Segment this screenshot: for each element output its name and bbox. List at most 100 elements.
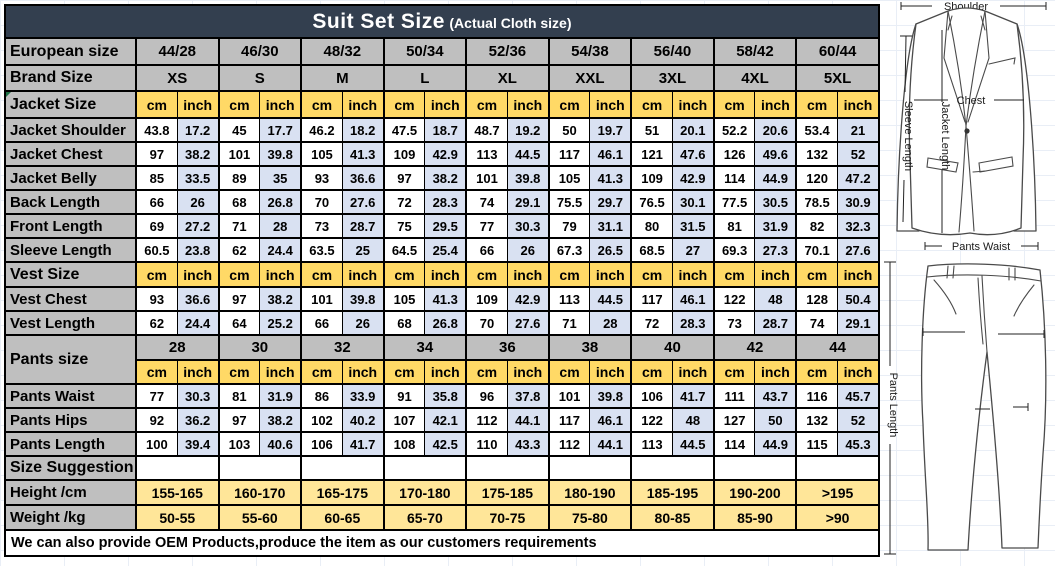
jacket-length-measure-label: Jacket Length: [939, 102, 951, 171]
unit-header-inch: inch: [589, 90, 633, 119]
size-value: 73: [712, 310, 756, 336]
size-value: 101: [547, 383, 591, 409]
size-value: 122: [630, 407, 673, 433]
size-value: 39.8: [506, 165, 550, 191]
size-header: XL: [465, 64, 550, 92]
unit-header-inch: inch: [341, 90, 385, 119]
size-value: 30.3: [176, 383, 220, 409]
suggestion-value: 60-65: [300, 504, 385, 531]
size-value: 25: [341, 237, 385, 263]
size-value: 38.2: [259, 286, 303, 312]
size-value: 52: [837, 141, 880, 167]
unit-header-inch: inch: [837, 359, 880, 385]
size-value: 31.5: [671, 213, 715, 239]
size-value: 26: [176, 189, 220, 215]
size-value: 44.9: [754, 431, 798, 457]
unit-header-inch: inch: [837, 90, 880, 119]
suggestion-value: 185-195: [630, 479, 715, 506]
size-value: 132: [795, 407, 839, 433]
suggestion-value: 165-175: [300, 479, 385, 506]
unit-header-inch: inch: [341, 359, 385, 385]
size-value: 79: [547, 213, 591, 239]
size-header: S: [217, 64, 303, 92]
size-value: 85: [134, 165, 178, 191]
size-value: 93: [300, 165, 343, 191]
unit-header-inch: inch: [506, 90, 550, 119]
size-value: 115: [795, 431, 839, 457]
unit-header-inch: inch: [176, 261, 220, 288]
size-value: 50: [547, 117, 591, 143]
size-value: 39.8: [589, 383, 633, 409]
unit-header-inch: inch: [671, 261, 715, 288]
size-value: 109: [382, 141, 426, 167]
size-value: 62: [217, 237, 261, 263]
size-value: 91: [382, 383, 426, 409]
row-label: Brand Size: [4, 64, 137, 92]
size-value: 97: [382, 165, 426, 191]
size-header: 44/28: [135, 37, 220, 66]
unit-header-cm: cm: [630, 359, 673, 385]
size-value: 40.2: [341, 407, 385, 433]
unit-header-cm: cm: [134, 261, 178, 288]
size-value: 31.1: [589, 213, 633, 239]
size-value: 62: [134, 310, 178, 336]
size-value: 28.7: [754, 310, 798, 336]
measurement-diagrams: Shoulder Sleeve Length: [878, 0, 1055, 566]
size-value: 20.1: [671, 117, 715, 143]
size-value: 105: [382, 286, 426, 312]
row-label: Jacket Chest: [4, 141, 137, 167]
size-value: 41.3: [341, 141, 385, 167]
size-value: 48.7: [465, 117, 508, 143]
size-value: 50: [754, 407, 798, 433]
size-value: 75: [382, 213, 426, 239]
size-value: 101: [465, 165, 508, 191]
size-value: 96: [465, 383, 508, 409]
size-value: 114: [712, 165, 756, 191]
size-value: 29.7: [589, 189, 633, 215]
row-label: Pants Hips: [4, 407, 137, 433]
size-value: 19.2: [506, 117, 550, 143]
size-value: 97: [217, 407, 261, 433]
suggestion-value: >90: [795, 504, 880, 531]
size-value: 39.4: [176, 431, 220, 457]
size-value: 76.5: [630, 189, 673, 215]
empty-cell: [465, 455, 550, 481]
size-value: 74: [795, 310, 839, 336]
unit-header-inch: inch: [837, 261, 880, 288]
size-value: 30.9: [837, 189, 880, 215]
size-header: 50/34: [382, 37, 468, 66]
size-value: 63.5: [300, 237, 343, 263]
row-label: Pants Length: [4, 431, 137, 457]
size-value: 66: [134, 189, 178, 215]
size-chart-table: Suit Set Size (Actual Cloth size) Europea…: [4, 4, 880, 557]
unit-header-cm: cm: [134, 359, 178, 385]
sleeve-length-measure-label: Sleeve Length: [902, 101, 914, 171]
size-value: 117: [547, 407, 591, 433]
size-value: 68.5: [630, 237, 673, 263]
size-value: 100: [134, 431, 178, 457]
size-value: 112: [465, 407, 508, 433]
suggestion-value: 160-170: [217, 479, 303, 506]
size-value: 39.8: [259, 141, 303, 167]
pants-length-measure-label: Pants Length: [887, 373, 899, 438]
suggestion-value: 70-75: [465, 504, 550, 531]
unit-header-inch: inch: [754, 261, 798, 288]
size-header: 52/36: [465, 37, 550, 66]
size-value: 105: [300, 141, 343, 167]
size-value: 108: [382, 431, 426, 457]
suggestion-value: 50-55: [135, 504, 220, 531]
size-value: 26.5: [589, 237, 633, 263]
size-value: 27.6: [506, 310, 550, 336]
size-value: 48: [671, 407, 715, 433]
size-value: 31.9: [259, 383, 303, 409]
size-value: 33.9: [341, 383, 385, 409]
size-value: 36.6: [341, 165, 385, 191]
empty-cell: [135, 455, 220, 481]
suggestion-value: 75-80: [547, 504, 633, 531]
size-value: 26: [341, 310, 385, 336]
row-label: Jacket Shoulder: [4, 117, 137, 143]
size-value: 41.3: [589, 165, 633, 191]
size-value: 103: [217, 431, 261, 457]
size-value: 70: [300, 189, 343, 215]
